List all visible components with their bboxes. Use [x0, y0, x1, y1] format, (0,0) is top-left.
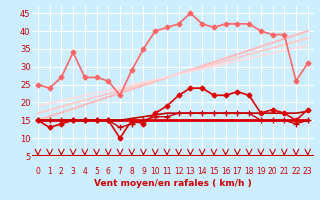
X-axis label: Vent moyen/en rafales ( km/h ): Vent moyen/en rafales ( km/h ): [94, 179, 252, 188]
